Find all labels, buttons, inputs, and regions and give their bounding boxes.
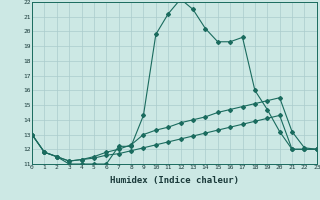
X-axis label: Humidex (Indice chaleur): Humidex (Indice chaleur) — [110, 176, 239, 185]
